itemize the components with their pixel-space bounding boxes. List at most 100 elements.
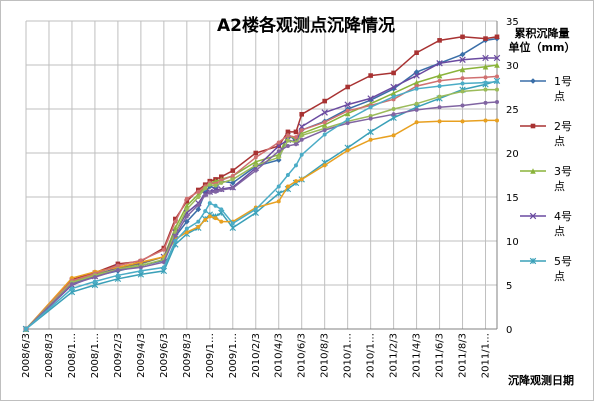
series-layer (22, 34, 501, 333)
data-point (483, 87, 488, 92)
data-point (390, 83, 397, 91)
data-point (299, 111, 305, 117)
legend-marker (530, 123, 536, 129)
data-point (413, 72, 420, 79)
data-point (413, 79, 420, 86)
data-point (345, 117, 350, 122)
data-point (69, 282, 74, 287)
data-point (253, 150, 259, 156)
data-point (495, 87, 499, 92)
data-point (184, 230, 189, 235)
data-point (253, 207, 258, 212)
data-point (138, 265, 143, 270)
data-point (493, 54, 501, 62)
data-point (322, 132, 327, 137)
series-10 (24, 79, 499, 331)
data-point (322, 98, 327, 104)
data-point (495, 118, 499, 123)
data-point (253, 163, 258, 168)
data-point (414, 101, 419, 106)
x-tick-label: 2009/1… (228, 333, 239, 378)
data-point (184, 218, 190, 225)
data-point (276, 149, 281, 154)
data-point (460, 103, 465, 108)
data-point (184, 207, 189, 212)
x-tick-label: 2008/1… (90, 333, 101, 378)
x-tick-label: 2008/8/3 (44, 333, 55, 378)
data-point (219, 207, 224, 212)
data-point (459, 51, 466, 58)
data-point (293, 142, 298, 147)
data-point (391, 133, 396, 138)
data-point (483, 75, 488, 80)
data-point (184, 214, 189, 219)
data-point (460, 76, 465, 81)
data-point (495, 74, 499, 79)
x-tick-label: 2008/6/3 (21, 333, 32, 378)
data-point (483, 80, 488, 85)
data-point (436, 60, 443, 67)
series-line (25, 88, 497, 330)
data-point (293, 129, 299, 135)
x-tick-label: 2009/1… (205, 333, 216, 378)
data-point (184, 199, 190, 204)
data-point (483, 118, 488, 123)
data-point (213, 216, 218, 221)
data-point (196, 195, 201, 199)
data-point (345, 148, 350, 153)
data-point (213, 203, 218, 208)
data-point (368, 137, 373, 142)
x-tick-labels: 2008/6/3 2008/8/3 2008/1… 2008/1… 2009/2/3 20… (21, 333, 492, 378)
data-point (293, 179, 298, 184)
data-point (391, 107, 396, 111)
y-tick-label: 25 (506, 105, 519, 116)
data-point (482, 63, 489, 70)
data-point (203, 217, 208, 222)
data-point (173, 216, 178, 222)
x-tick-label: 2011/2/3 (389, 333, 400, 378)
data-point (24, 327, 28, 331)
data-point (252, 159, 259, 165)
legend-label: 3号 (554, 165, 572, 178)
data-point (138, 268, 143, 273)
data-point (391, 70, 396, 76)
x-tick-label: 2010/4/3 (274, 333, 285, 378)
data-point (321, 109, 328, 116)
data-point (219, 180, 224, 185)
data-point (285, 133, 290, 138)
data-point (368, 105, 373, 110)
legend-label: 5号 (554, 255, 572, 268)
data-point (367, 128, 374, 136)
data-point (460, 119, 465, 124)
legend-label-line2: 点 (554, 90, 565, 103)
data-point (115, 268, 120, 273)
data-point (391, 112, 396, 117)
data-point (494, 62, 500, 68)
data-point (219, 187, 224, 192)
data-point (460, 34, 465, 40)
legend-item-3: 3号点 (520, 165, 572, 193)
y-tick-label: 15 (506, 193, 519, 204)
legend-label-line2: 点 (554, 135, 565, 148)
data-point (299, 177, 304, 182)
x-tick-label: 2010/8/3 (320, 333, 331, 378)
x-tick-label: 2010/2/3 (251, 333, 262, 378)
data-point (161, 247, 166, 252)
data-point (368, 73, 373, 78)
data-point (390, 90, 397, 96)
series-line (25, 80, 498, 330)
x-tick-label: 2010/6/3 (297, 333, 308, 378)
data-point (276, 155, 281, 160)
data-point (229, 224, 236, 231)
data-point (437, 94, 442, 99)
data-point (299, 133, 304, 138)
data-point (92, 279, 97, 284)
data-point (207, 190, 212, 195)
legend-label-line2: 点 (554, 225, 565, 238)
x-tick-label: 2009/2/3 (113, 333, 124, 378)
series-line (25, 57, 497, 330)
x-tick-label: 2011/6/3 (435, 333, 446, 378)
data-point (276, 140, 281, 145)
